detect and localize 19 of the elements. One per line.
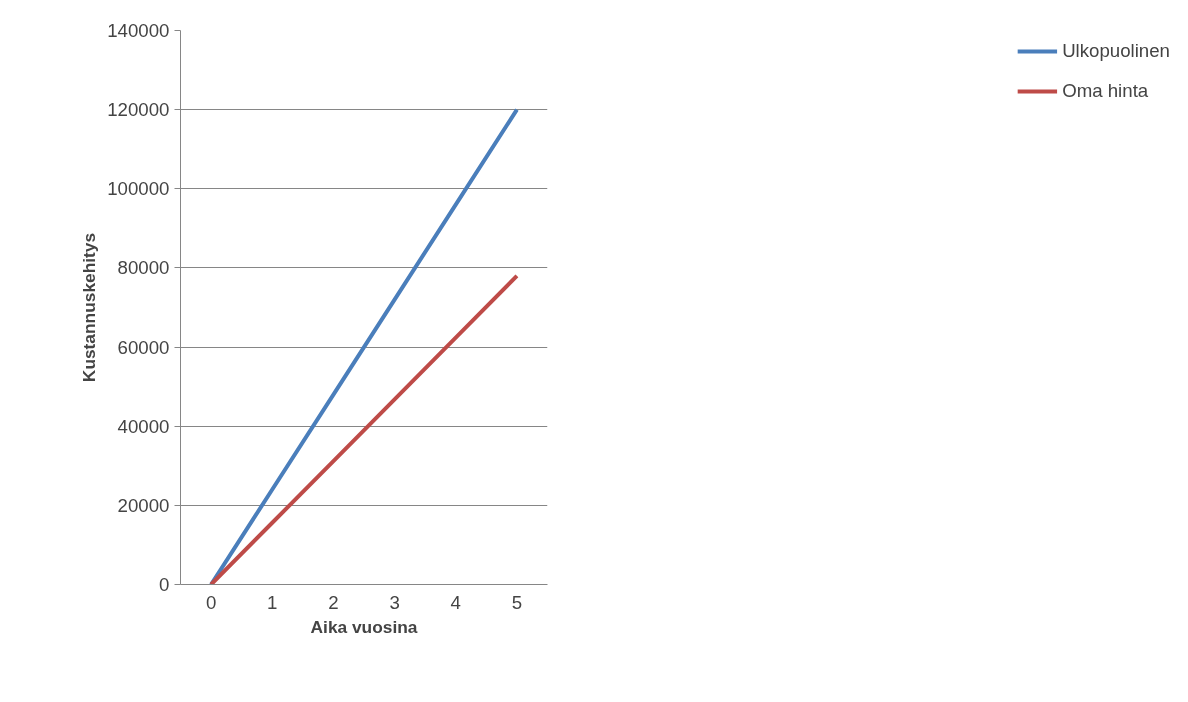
- x-tick-label: 5: [511, 591, 523, 613]
- y-tick-label: 120000: [107, 99, 170, 121]
- x-tick-label: 4: [450, 591, 461, 613]
- x-tick-label: 1: [267, 591, 278, 613]
- x-axis-title: Aika vuosina: [310, 616, 418, 637]
- legend-label: Oma hinta: [1062, 80, 1149, 102]
- y-tick-label: 140000: [107, 20, 170, 41]
- y-tick-label: 40000: [117, 415, 170, 437]
- y-tick-label: 60000: [117, 336, 170, 358]
- x-tick-label: 2: [328, 591, 339, 613]
- y-tick-label: 80000: [117, 257, 170, 279]
- x-tick-label: 0: [205, 591, 217, 613]
- x-tick-label: 3: [389, 591, 400, 613]
- y-axis-title: Kustannuskehitys: [79, 232, 100, 383]
- line-series: [209, 273, 519, 585]
- y-tick-label: 20000: [117, 494, 170, 516]
- y-tick-label: 100000: [107, 178, 170, 200]
- y-tick-label: 0: [159, 574, 170, 595]
- legend-label: Ulkopuolinen: [1062, 40, 1170, 62]
